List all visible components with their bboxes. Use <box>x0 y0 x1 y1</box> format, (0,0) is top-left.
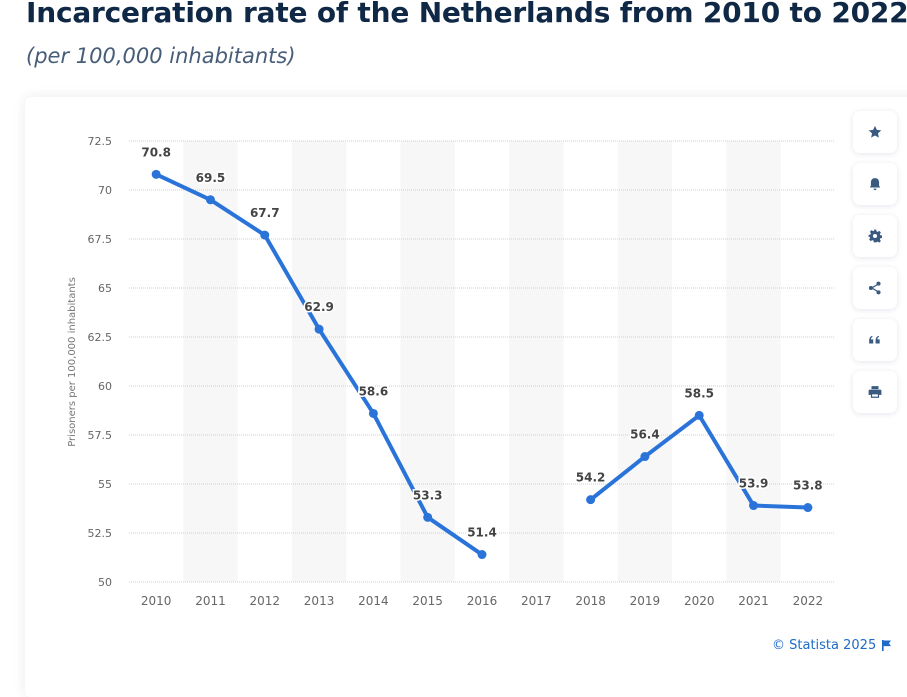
flag-icon[interactable] <box>882 640 892 651</box>
data-point[interactable] <box>314 324 324 334</box>
printer-icon <box>868 386 882 398</box>
notification-button[interactable] <box>853 163 897 205</box>
y-tick-label: 65 <box>98 282 112 295</box>
x-tick-label: 2022 <box>793 594 824 608</box>
x-tick-label: 2019 <box>630 594 661 608</box>
data-point[interactable] <box>368 408 378 418</box>
bell-icon <box>869 178 881 191</box>
print-button[interactable] <box>853 371 897 413</box>
favorite-button[interactable] <box>853 111 897 153</box>
data-point[interactable] <box>586 495 596 505</box>
x-tick-label: 2018 <box>575 594 606 608</box>
column-bands <box>183 141 781 582</box>
data-label: 69.5 <box>196 171 226 185</box>
data-label: 51.4 <box>467 526 497 540</box>
y-tick-label: 57.5 <box>88 429 113 442</box>
x-tick-label: 2013 <box>304 594 335 608</box>
share-icon <box>868 281 881 295</box>
x-axis-ticks: 2010 2011 2012 2013 2014 2015 2016 2017 2018 2019… <box>141 594 823 608</box>
x-tick-label: 2010 <box>141 594 172 608</box>
y-tick-label: 70 <box>98 184 112 197</box>
data-point[interactable] <box>749 501 759 511</box>
data-label: 53.3 <box>413 488 443 502</box>
column-band <box>726 141 781 582</box>
toolbar-sidebar <box>853 111 897 423</box>
column-band <box>183 141 238 582</box>
data-point[interactable] <box>423 512 433 522</box>
x-tick-label: 2021 <box>738 594 769 608</box>
column-band <box>509 141 564 582</box>
data-point[interactable] <box>205 195 215 205</box>
y-tick-label: 62.5 <box>88 331 113 344</box>
star-icon <box>868 125 882 138</box>
gridlines <box>129 140 835 583</box>
x-tick-label: 2015 <box>412 594 443 608</box>
y-tick-label: 72.5 <box>88 135 113 148</box>
y-axis-ticks: 50 52.5 55 57.5 60 62.5 65 67.5 70 72.5 <box>88 135 113 589</box>
data-label: 53.8 <box>793 479 823 493</box>
data-label: 67.7 <box>250 206 280 220</box>
share-button[interactable] <box>853 267 897 309</box>
data-point[interactable] <box>151 169 161 179</box>
data-label: 54.2 <box>576 471 606 485</box>
y-tick-label: 55 <box>98 478 112 491</box>
page-subtitle: (per 100,000 inhabitants) <box>26 44 296 68</box>
data-label: 70.8 <box>141 145 171 159</box>
gear-icon <box>868 229 882 243</box>
data-label: 56.4 <box>630 428 660 442</box>
data-point[interactable] <box>694 410 704 420</box>
series-lines <box>154 172 810 557</box>
y-tick-label: 50 <box>98 576 112 589</box>
x-tick-label: 2012 <box>249 594 280 608</box>
statista-copyright-link[interactable]: © Statista 2025 <box>772 638 892 653</box>
x-tick-label: 2014 <box>358 594 389 608</box>
copyright-text: © Statista 2025 <box>772 638 877 653</box>
data-label: 58.6 <box>359 384 389 398</box>
citation-button[interactable] <box>853 319 897 361</box>
data-point[interactable] <box>640 452 650 462</box>
y-tick-label: 67.5 <box>88 233 113 246</box>
data-point[interactable] <box>260 230 270 240</box>
column-band <box>400 141 455 582</box>
column-band <box>617 141 673 582</box>
page-title: Incarceration rate of the Netherlands fr… <box>26 0 907 29</box>
data-label: 53.9 <box>739 477 769 491</box>
y-tick-label: 52.5 <box>88 527 113 540</box>
x-tick-label: 2011 <box>195 594 226 608</box>
quote-icon <box>869 335 880 344</box>
y-tick-label: 60 <box>98 380 112 393</box>
data-labels: 70.8 69.5 67.7 62.9 58.6 53.3 51.4 54.2 56.4 58.5… <box>140 144 824 541</box>
settings-button[interactable] <box>853 215 897 257</box>
data-label: 58.5 <box>684 386 714 400</box>
x-tick-label: 2016 <box>467 594 498 608</box>
data-point[interactable] <box>803 503 813 513</box>
x-tick-label: 2020 <box>684 594 715 608</box>
y-axis-label: Prisoners per 100,000 inhabitants <box>67 277 78 447</box>
data-label: 62.9 <box>304 300 334 314</box>
series-points <box>151 169 813 560</box>
data-point[interactable] <box>477 550 487 560</box>
x-tick-label: 2017 <box>521 594 552 608</box>
column-band <box>291 141 347 582</box>
